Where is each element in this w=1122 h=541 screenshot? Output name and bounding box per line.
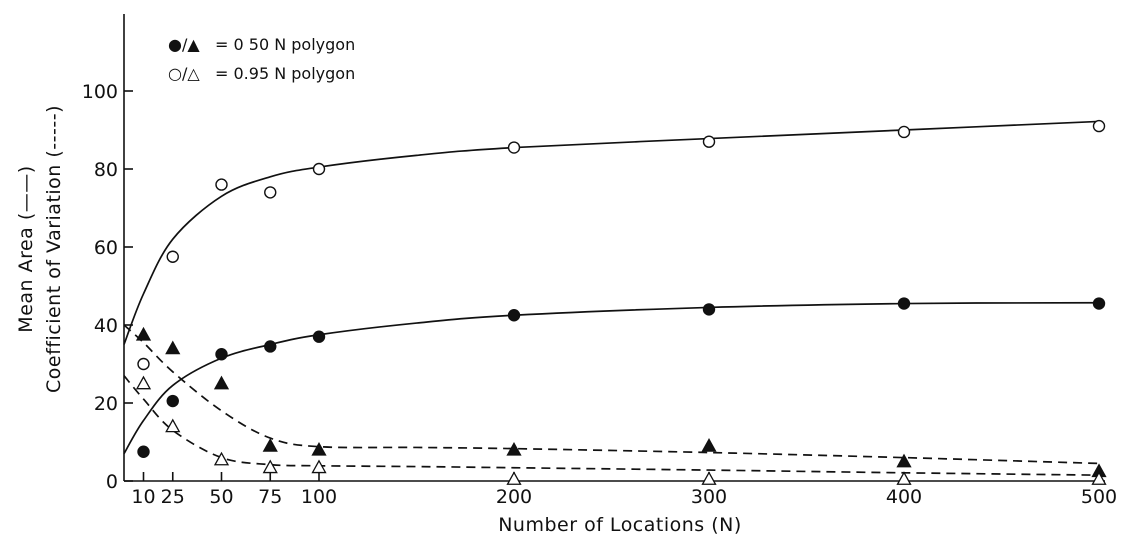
plot-area: 0 20 40 60 80 100 10 25 50 75 100 200 300 400 500: [82, 14, 1117, 508]
legend-symbols-filled: ●/▲: [168, 35, 200, 54]
y-axis-title-mean-area: Mean Area (——): [15, 165, 37, 332]
y-tick-label: 20: [94, 393, 118, 415]
x-tick-label: 25: [161, 486, 185, 508]
open-circle-point: [314, 164, 325, 175]
x-tick-label: 10: [131, 486, 155, 508]
legend-label-095: = 0.95 N polygon: [215, 64, 355, 83]
filled-circle-point: [704, 304, 715, 315]
y-tick-label: 100: [82, 81, 118, 103]
legend: ●/▲ = 0 50 N polygon ○/△ = 0.95 N polygo…: [168, 35, 355, 83]
open-circle-point: [1094, 121, 1105, 132]
legend-label-050: = 0 50 N polygon: [215, 35, 355, 54]
y-tick-label: 60: [94, 237, 118, 259]
x-tick-label: 75: [258, 486, 282, 508]
open-circle-point: [265, 187, 276, 198]
y-axis-ticks: 0 20 40 60 80 100: [82, 81, 133, 493]
open-triangle-point: [137, 377, 150, 389]
x-tick-label: 200: [496, 486, 532, 508]
filled-triangle-point: [264, 439, 277, 451]
x-tick-label: 500: [1081, 486, 1117, 508]
filled-circle-point: [265, 341, 276, 352]
filled-triangle-point: [137, 328, 150, 340]
y-axis-title-cv: Coefficient of Variation (-----): [43, 105, 65, 393]
filled-circle-point: [509, 310, 520, 321]
open-circle-point: [704, 136, 715, 147]
x-tick-label: 50: [209, 486, 233, 508]
filled-circle-point: [314, 331, 325, 342]
filled-circle-point: [138, 446, 149, 457]
y-tick-label: 0: [106, 471, 118, 493]
filled-circle-point: [216, 349, 227, 360]
y-tick-label: 40: [94, 315, 118, 337]
legend-symbols-open: ○/△: [168, 64, 200, 83]
open-circle-point: [138, 359, 149, 370]
fit-curves: [124, 121, 1099, 475]
open-circle-point: [509, 142, 520, 153]
filled-triangle-point: [703, 439, 716, 451]
x-tick-label: 100: [301, 486, 337, 508]
open-circle-point: [167, 251, 178, 262]
open-triangle-point: [313, 461, 326, 473]
open-triangle-point: [264, 461, 277, 473]
open-triangle-point: [898, 473, 911, 485]
open-circle-point: [216, 179, 227, 190]
x-tick-label: 400: [886, 486, 922, 508]
filled-triangle-point: [215, 377, 228, 389]
filled-triangle-point: [166, 342, 179, 354]
open-triangle-point: [508, 473, 521, 485]
open-triangle-point: [215, 453, 228, 465]
x-axis-ticks: 10 25 50 75 100 200 300 400 500: [131, 472, 1117, 508]
filled-circle-point: [167, 396, 178, 407]
open-triangle-point: [703, 473, 716, 485]
filled-circle-point: [899, 298, 910, 309]
x-tick-label: 300: [691, 486, 727, 508]
mean-area-curve: [124, 303, 1099, 454]
x-axis-title: Number of Locations (N): [498, 514, 742, 536]
y-tick-label: 80: [94, 159, 118, 181]
filled-triangle-point: [313, 443, 326, 455]
filled-circle-point: [1094, 298, 1105, 309]
open-circle-point: [899, 126, 910, 137]
